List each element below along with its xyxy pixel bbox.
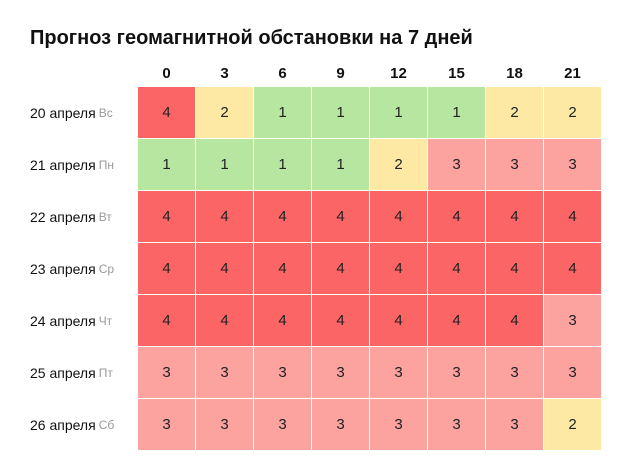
kp-index-cell: 4: [138, 87, 195, 138]
kp-index-cell: 4: [544, 243, 601, 294]
kp-index-cell: 4: [370, 243, 427, 294]
day-label: 24 апреля Чт: [20, 295, 137, 346]
day-date: 26 апреля: [30, 416, 96, 433]
day-weekday: Ср: [98, 261, 115, 276]
kp-index-cell: 4: [254, 243, 311, 294]
hour-header: 0: [162, 65, 171, 82]
kp-index-cell: 4: [312, 243, 369, 294]
kp-index-cell: 2: [486, 87, 543, 138]
kp-index-cell: 4: [486, 295, 543, 346]
kp-index-cell: 4: [428, 191, 485, 242]
kp-index-cell: 4: [196, 191, 253, 242]
kp-index-cell: 1: [428, 87, 485, 138]
day-date: 23 апреля: [30, 260, 96, 277]
kp-index-cell: 3: [312, 347, 369, 398]
kp-index-cell: 2: [370, 139, 427, 190]
kp-index-cell: 3: [196, 399, 253, 450]
kp-index-cell: 3: [312, 399, 369, 450]
kp-index-cell: 2: [544, 87, 601, 138]
day-date: 24 апреля: [30, 312, 96, 329]
kp-index-cell: 1: [138, 139, 195, 190]
kp-index-cell: 3: [370, 347, 427, 398]
hour-header: 15: [448, 65, 465, 82]
kp-index-cell: 3: [138, 399, 195, 450]
day-weekday: Пт: [98, 365, 113, 380]
kp-index-cell: 3: [196, 347, 253, 398]
day-label: 21 апреля Пн: [20, 139, 137, 190]
kp-index-cell: 4: [196, 243, 253, 294]
kp-index-cell: 4: [254, 191, 311, 242]
hour-header: 18: [506, 65, 523, 82]
hour-header: 6: [278, 65, 287, 82]
hour-header: 12: [390, 65, 407, 82]
day-weekday: Пн: [98, 157, 114, 172]
day-date: 21 апреля: [30, 156, 96, 173]
kp-index-cell: 4: [486, 191, 543, 242]
kp-index-cell: 4: [196, 295, 253, 346]
kp-index-cell: 4: [428, 243, 485, 294]
kp-index-cell: 3: [428, 139, 485, 190]
kp-index-cell: 4: [138, 243, 195, 294]
kp-index-cell: 1: [312, 139, 369, 190]
kp-index-cell: 3: [138, 347, 195, 398]
day-label: 23 апреля Ср: [20, 243, 137, 294]
day-weekday: Чт: [98, 313, 113, 328]
table-corner: [20, 61, 137, 86]
kp-index-cell: 1: [196, 139, 253, 190]
kp-index-cell: 3: [544, 139, 601, 190]
forecast-table: 0 3 6 9 12 15 18 21 20 апреля Вс 4 2 1 1 1 1 2 2 21 апреля…: [20, 61, 601, 450]
kp-index-cell: 3: [544, 347, 601, 398]
kp-index-cell: 3: [254, 347, 311, 398]
hour-header: 9: [336, 65, 345, 82]
kp-index-cell: 2: [196, 87, 253, 138]
day-label: 26 апреля Сб: [20, 399, 137, 450]
kp-index-cell: 4: [370, 295, 427, 346]
kp-index-cell: 4: [428, 295, 485, 346]
kp-index-cell: 1: [312, 87, 369, 138]
day-date: 25 апреля: [30, 364, 96, 381]
kp-index-cell: 1: [254, 87, 311, 138]
day-weekday: Вт: [98, 209, 112, 224]
kp-index-cell: 4: [312, 295, 369, 346]
day-weekday: Вс: [98, 105, 113, 120]
hour-header: 3: [220, 65, 229, 82]
page-title: Прогноз геомагнитной обстановки на 7 дне…: [30, 27, 473, 49]
kp-index-cell: 1: [254, 139, 311, 190]
kp-index-cell: 3: [428, 347, 485, 398]
day-date: 22 апреля: [30, 208, 96, 225]
kp-index-cell: 4: [544, 191, 601, 242]
kp-index-cell: 3: [254, 399, 311, 450]
day-weekday: Сб: [98, 417, 115, 432]
kp-index-cell: 4: [138, 295, 195, 346]
day-date: 20 апреля: [30, 104, 96, 121]
day-label: 22 апреля Вт: [20, 191, 137, 242]
day-label: 20 апреля Вс: [20, 87, 137, 138]
day-label: 25 апреля Пт: [20, 347, 137, 398]
kp-index-cell: 3: [486, 399, 543, 450]
kp-index-cell: 4: [370, 191, 427, 242]
kp-index-cell: 4: [312, 191, 369, 242]
kp-index-cell: 3: [428, 399, 485, 450]
kp-index-cell: 1: [370, 87, 427, 138]
kp-index-cell: 4: [138, 191, 195, 242]
kp-index-cell: 3: [370, 399, 427, 450]
kp-index-cell: 4: [254, 295, 311, 346]
kp-index-cell: 3: [544, 295, 601, 346]
hour-header: 21: [564, 65, 581, 82]
kp-index-cell: 4: [486, 243, 543, 294]
kp-index-cell: 2: [544, 399, 601, 450]
kp-index-cell: 3: [486, 347, 543, 398]
kp-index-cell: 3: [486, 139, 543, 190]
